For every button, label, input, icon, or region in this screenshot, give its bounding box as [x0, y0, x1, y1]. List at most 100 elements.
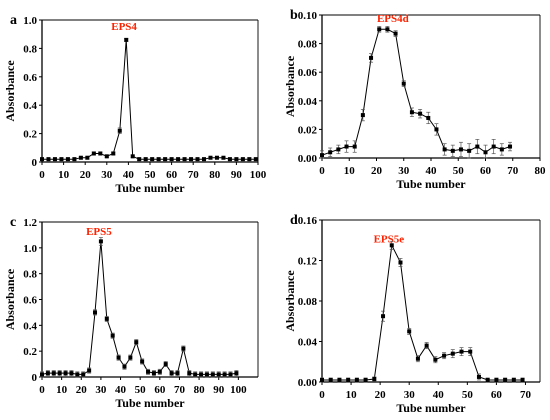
- data-point: [169, 157, 174, 162]
- data-point: [409, 110, 414, 115]
- x-axis-title: Tube number: [115, 396, 185, 410]
- data-point: [87, 368, 92, 373]
- x-tick-label: 10: [56, 384, 68, 396]
- data-point: [485, 377, 490, 382]
- data-point: [494, 377, 499, 382]
- y-tick-label: 0.8: [23, 43, 37, 55]
- data-point: [85, 155, 90, 160]
- data-point: [93, 310, 98, 315]
- data-point: [354, 377, 359, 382]
- x-tick-label: 30: [95, 384, 107, 396]
- data-point: [433, 357, 438, 362]
- data-point: [208, 155, 213, 160]
- data-point: [352, 144, 357, 149]
- data-point: [344, 144, 349, 149]
- y-tick-label: 0.12: [298, 256, 318, 268]
- x-tick-label: 80: [209, 169, 221, 181]
- data-point: [151, 371, 156, 376]
- panel-letter: a: [10, 13, 17, 28]
- data-point: [415, 356, 420, 361]
- data-point: [424, 343, 429, 348]
- x-tick-label: 20: [80, 169, 92, 181]
- chart-panel-b: 0 10 20 30 40 50 60 70 80 0.00 0.02 0.04 0.06 0.08 0.1…: [283, 8, 546, 191]
- data-point: [450, 148, 455, 153]
- data-point: [214, 155, 219, 160]
- data-point: [199, 372, 204, 377]
- x-tick-label: 10: [58, 169, 70, 181]
- data-point: [503, 377, 508, 382]
- x-tick-label: 70: [520, 389, 532, 401]
- x-tick-label: 30: [404, 389, 416, 401]
- data-point: [146, 369, 151, 374]
- data-point: [98, 151, 103, 156]
- data-point: [458, 147, 463, 152]
- data-point: [328, 150, 333, 155]
- data-point: [389, 243, 394, 248]
- y-axis-title: Absorbance: [3, 268, 17, 330]
- y-tick-label: 0.04: [298, 96, 318, 108]
- data-point: [140, 359, 145, 364]
- data-point: [57, 371, 62, 376]
- data-point: [499, 147, 504, 152]
- panel-letter: d: [290, 213, 298, 228]
- data-point: [116, 355, 121, 360]
- data-point: [459, 349, 464, 354]
- data-point: [111, 151, 116, 156]
- y-tick-label: 1.2: [23, 217, 37, 229]
- data-point: [328, 377, 333, 382]
- data-point: [202, 157, 206, 162]
- data-point: [204, 372, 209, 377]
- y-tick-label: 0.16: [298, 215, 318, 227]
- y-tick-label: 0.02: [298, 124, 318, 136]
- data-point: [122, 364, 127, 369]
- data-point: [181, 346, 186, 351]
- data-point: [51, 371, 56, 376]
- data-point: [46, 157, 51, 162]
- x-axis-title: Tube number: [396, 401, 466, 415]
- data-point: [442, 353, 447, 358]
- peak-label: EPS5: [86, 226, 112, 238]
- y-tick-label: 0.6: [23, 295, 37, 307]
- data-point: [222, 372, 227, 377]
- data-point: [59, 157, 64, 162]
- x-tick-label: 0: [39, 169, 45, 181]
- data-point: [398, 260, 403, 265]
- data-point: [193, 372, 198, 377]
- data-point: [81, 372, 86, 377]
- data-point: [360, 113, 365, 118]
- x-tick-label: 0: [39, 384, 45, 396]
- y-tick-label: 0.2: [23, 346, 37, 358]
- data-point: [320, 153, 324, 158]
- data-point: [189, 157, 194, 162]
- data-point: [240, 157, 245, 162]
- x-tick-label: 80: [535, 165, 547, 177]
- data-point: [210, 372, 215, 377]
- y-tick-label: 1.0: [23, 15, 37, 27]
- data-point: [128, 355, 133, 360]
- data-point: [45, 371, 50, 376]
- data-point: [228, 372, 233, 377]
- y-axis-title: Absorbance: [283, 270, 297, 332]
- y-tick-label: 0.10: [298, 10, 318, 22]
- x-tick-label: 0: [319, 389, 325, 401]
- x-tick-label: 70: [188, 169, 200, 181]
- x-tick-label: 30: [101, 169, 113, 181]
- y-tick-label: 0.4: [23, 100, 37, 112]
- data-point: [234, 371, 239, 376]
- data-point: [247, 157, 252, 162]
- x-tick-label: 70: [507, 165, 519, 177]
- data-point: [336, 147, 341, 152]
- series-line: [41, 241, 237, 375]
- data-point: [52, 157, 57, 162]
- data-point: [63, 371, 68, 376]
- x-axis-title: Tube number: [115, 181, 185, 195]
- y-tick-label: 1.0: [23, 243, 37, 255]
- data-point: [377, 27, 382, 32]
- data-point: [163, 362, 168, 367]
- data-point: [163, 157, 168, 162]
- x-tick-label: 20: [375, 389, 387, 401]
- data-point: [363, 377, 368, 382]
- peak-label: EPS4d: [377, 13, 409, 25]
- x-axis-title: Tube number: [396, 177, 466, 191]
